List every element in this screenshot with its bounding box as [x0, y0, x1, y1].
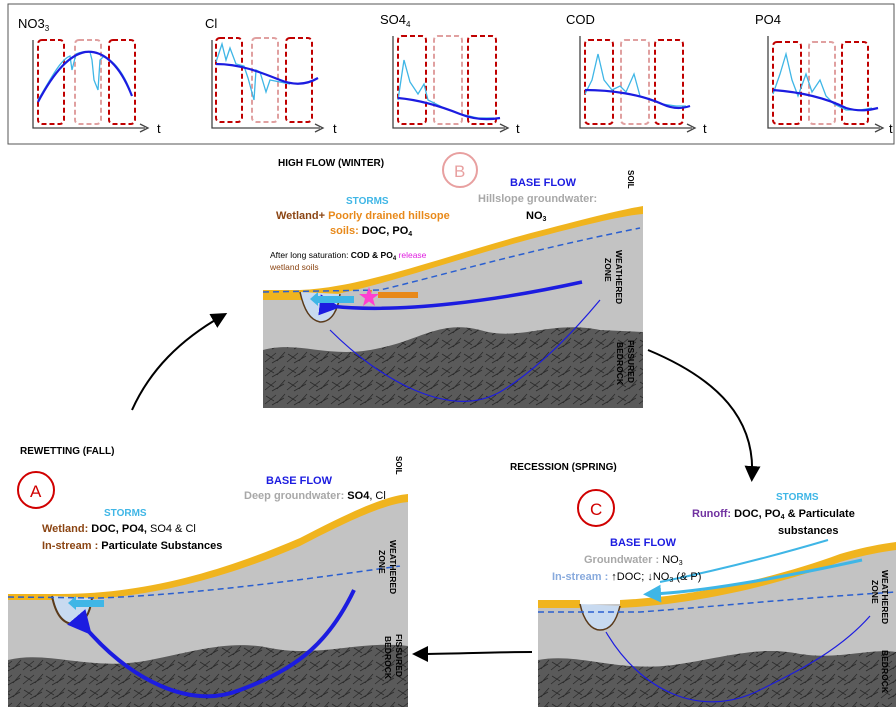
cycle-arrow-c-to-a	[412, 645, 533, 662]
axis-t-label: t	[703, 121, 707, 136]
svg-text:ZONE: ZONE	[870, 580, 880, 604]
storm-flow-arrow	[318, 296, 354, 303]
chart-po4: PO4 t	[755, 12, 893, 136]
release-star-icon	[359, 287, 379, 306]
svg-text:BEDROCK: BEDROCK	[383, 636, 393, 680]
instream-line-c: In-stream : ↑DOC; ↓NO3 (& P)	[552, 571, 701, 584]
letter-circle-c	[577, 489, 615, 527]
baseflow-title-b: BASE FLOW	[510, 177, 577, 189]
axis-t-label: t	[157, 121, 161, 136]
axis-t-label: t	[516, 121, 520, 136]
deep-flow-arrow	[605, 615, 871, 703]
soil-layer	[8, 494, 408, 600]
soil-label-a: SOIL	[394, 456, 403, 475]
bedrock	[263, 327, 643, 408]
letter-circle-b	[442, 152, 478, 188]
baseflow-line2-b: NO3	[526, 210, 547, 223]
concentration-panel-frame	[7, 3, 895, 145]
bedrock-label-c: BEDROCK	[880, 650, 890, 694]
panel-b-cross-section	[262, 206, 643, 408]
chart-title-no3: NO33	[18, 16, 50, 33]
panel-a-cross-section	[7, 494, 408, 707]
chart-title-so4: SO44	[380, 12, 411, 29]
water-table	[262, 227, 641, 293]
cycle-arrow-b-to-c	[647, 349, 761, 482]
svg-text:ZONE: ZONE	[377, 550, 387, 574]
chart-no3: NO33 t	[18, 16, 161, 136]
baseflow-line-a: Deep groundwater: SO4, Cl	[244, 490, 386, 502]
baseflow-line1-b: Hillslope groundwater:	[478, 193, 597, 205]
chart-so4: SO44 t	[380, 12, 520, 136]
storms-title-b: STORMS	[346, 196, 389, 207]
runoff-arrow	[643, 558, 863, 603]
season-label-c: RECESSION (SPRING)	[510, 462, 617, 473]
chart-title-po4: PO4	[755, 12, 781, 27]
bedrock	[8, 644, 408, 707]
letter-b: B	[454, 162, 465, 181]
chart-cl: Cl t	[205, 16, 337, 136]
water-table	[7, 565, 401, 599]
season-label-a: REWETTING (FALL)	[20, 446, 114, 457]
wetland-line-a: Wetland: DOC, PO4, SO4 & Cl	[42, 523, 196, 535]
runoff-line-c: Runoff: DOC, PO4 & Particulate	[692, 508, 855, 521]
letter-a: A	[30, 482, 42, 501]
bedrock-label-a: FISSURED	[394, 634, 404, 677]
baseflow-title-c: BASE FLOW	[610, 537, 677, 549]
after-saturation-b-2: wetland soils	[269, 262, 319, 272]
baseflow-arrow	[67, 589, 356, 699]
storms-line1-b: Wetland+ Poorly drained hillsope	[276, 210, 450, 222]
svg-text:BEDROCK: BEDROCK	[615, 342, 625, 386]
chart-title-cod: COD	[566, 12, 595, 27]
axis-t-label: t	[889, 121, 893, 136]
storms-title-c: STORMS	[776, 492, 819, 503]
baseflow-arrow	[318, 280, 583, 316]
storm-flow-arrow	[76, 600, 104, 607]
groundwater-line-c: Groundwater : NO3	[584, 554, 683, 567]
svg-text:ZONE: ZONE	[603, 258, 613, 282]
period-window-c	[108, 39, 136, 125]
chart-title-cl: Cl	[205, 16, 217, 31]
baseflow-concentration-line	[37, 50, 134, 103]
letter-circle-a	[17, 471, 55, 509]
storms-title-a: STORMS	[104, 508, 147, 519]
soil-label-b: SOIL	[626, 170, 635, 189]
storms-line2-b: soils: DOC, PO4	[330, 225, 412, 238]
baseflow-title-a: BASE FLOW	[266, 475, 333, 487]
period-window-a	[37, 39, 65, 125]
weathered-label-b: WEATHERED	[614, 250, 624, 304]
panel-c-cross-section	[538, 539, 896, 707]
period-window-b	[74, 39, 102, 125]
runoff-line-c-2: substances	[778, 525, 839, 537]
water-table	[538, 591, 896, 613]
bedrock-label-b: FISSURED	[626, 340, 636, 383]
weathered-label-a: WEATHERED	[388, 540, 398, 594]
cycle-arrow-a-to-b	[131, 313, 228, 411]
chart-cod: COD t	[566, 12, 707, 136]
after-saturation-b: After long saturation: COD & PO4 release	[270, 250, 427, 262]
soil-layer	[263, 206, 643, 300]
axis-t-label: t	[333, 121, 337, 136]
deep-flow-arrow	[329, 299, 601, 402]
letter-c: C	[590, 500, 602, 519]
stream-channel	[579, 603, 621, 631]
season-label-b: HIGH FLOW (WINTER)	[278, 158, 384, 169]
chart-axes	[32, 40, 145, 129]
instream-line-a: In-stream : Particulate Substances	[42, 540, 222, 552]
weathered-label-c: WEATHERED	[880, 570, 890, 624]
